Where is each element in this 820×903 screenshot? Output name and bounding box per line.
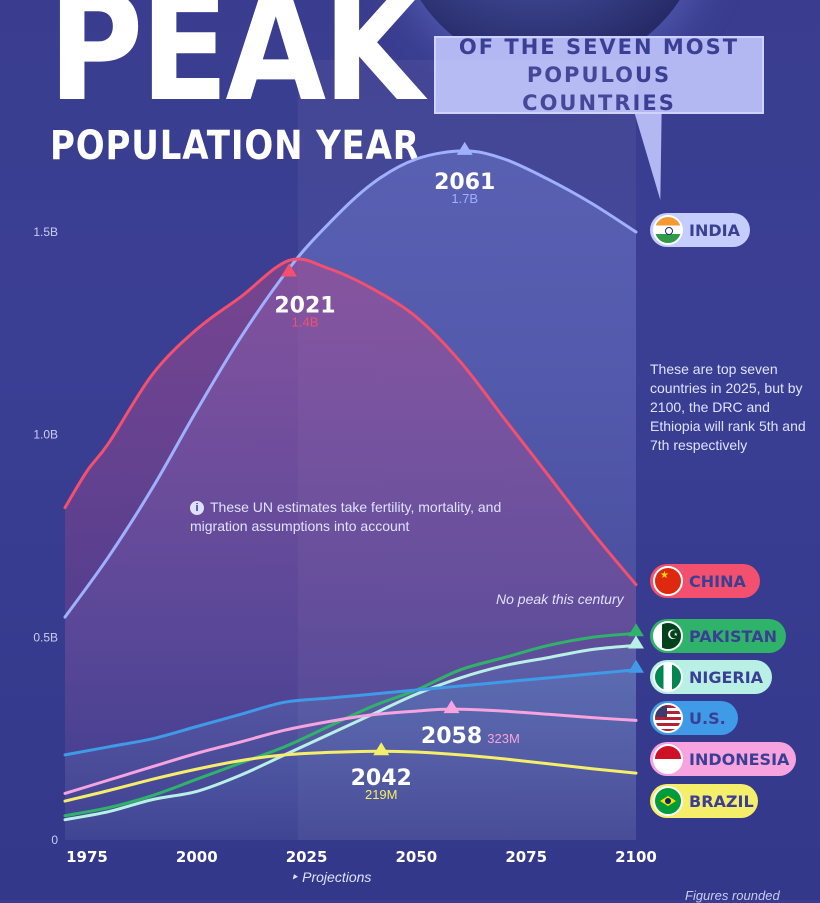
end-marker-us	[628, 659, 644, 673]
legend-label: INDIA	[689, 220, 740, 240]
us-flag-icon	[653, 703, 683, 733]
line-nigeria	[63, 643, 638, 822]
peak-value-label: 219M	[365, 787, 398, 802]
legend-label: CHINA	[689, 571, 746, 591]
x-tick-label: 2075	[505, 848, 547, 866]
x-tick-label: 2050	[396, 848, 438, 866]
line-us	[63, 668, 638, 757]
subtitle-callout: OF THE SEVEN MOST POPULOUS COUNTRIES	[434, 35, 764, 115]
y-axis: 0 0.5B 1.0B 1.5B	[33, 225, 58, 847]
projections-label: ‣ Projections	[290, 869, 372, 885]
peak-marker	[443, 700, 460, 714]
legend-label: INDONESIA	[689, 749, 790, 769]
legend-label: U.S.	[689, 708, 726, 728]
nigeria-flag-icon	[653, 662, 683, 692]
legend-item-pakistan: ☪ PAKISTAN	[650, 619, 786, 653]
series-lines	[63, 149, 644, 822]
page-title: PEAK	[48, 0, 424, 134]
y-tick-label: 1.0B	[33, 428, 58, 442]
x-axis: 1975 2000 2025 2050 2075 2100	[66, 848, 657, 866]
china-flag-icon: ★	[653, 566, 683, 596]
line-china	[63, 257, 638, 587]
line-pakistan	[63, 631, 638, 818]
legend-label: BRAZIL	[689, 791, 754, 811]
end-marker-nigeria	[628, 635, 644, 649]
indonesia-flag-icon	[653, 744, 683, 774]
line-indonesia	[63, 707, 638, 795]
line-brazil	[63, 749, 638, 803]
end-marker-pakistan	[628, 623, 644, 637]
peak-marker	[373, 742, 390, 756]
peak-marker	[456, 141, 473, 155]
india-flag-icon	[653, 215, 683, 245]
info-icon: i	[190, 501, 204, 515]
figures-rounded-note: Figures rounded	[685, 888, 780, 903]
peak-marker	[281, 263, 298, 277]
peak-value-label: 1.7B	[451, 191, 478, 206]
legend-item-china: ★ CHINA	[650, 564, 760, 598]
legend-item-us: U.S.	[650, 701, 738, 735]
pakistan-flag-icon: ☪	[653, 621, 683, 651]
legend-label: NIGERIA	[689, 667, 764, 687]
no-peak-label: No peak this century	[496, 591, 624, 607]
brazil-flag-icon	[653, 786, 683, 816]
area-us	[65, 669, 636, 840]
legend-item-brazil: BRAZIL	[650, 784, 758, 818]
note-top-seven: These are top seven countries in 2025, b…	[650, 361, 806, 453]
x-tick-label: 2025	[286, 848, 328, 866]
note-un-estimates: i These UN estimates take fertility, mort…	[190, 498, 530, 536]
series-areas	[65, 150, 636, 840]
callout-text: OF THE SEVEN MOST POPULOUS COUNTRIES	[458, 35, 740, 115]
page-subtitle: POPULATION YEAR	[50, 123, 420, 169]
legend-item-nigeria: NIGERIA	[650, 660, 772, 694]
legend-item-india: INDIA	[650, 213, 750, 247]
peak-value-label: 1.4B	[292, 315, 319, 330]
x-tick-label: 2000	[176, 848, 218, 866]
peak-value-label: 323M	[487, 731, 520, 746]
legend-label: PAKISTAN	[689, 626, 777, 646]
x-tick-label: 1975	[66, 848, 108, 866]
peak-year-label: 2042	[351, 766, 412, 791]
y-tick-label: 1.5B	[33, 225, 58, 239]
peak-year-label: 2058	[421, 724, 482, 749]
y-tick-label: 0.5B	[33, 630, 58, 644]
note-un-estimates-text: These UN estimates take fertility, morta…	[190, 499, 502, 534]
y-tick-label: 0	[51, 833, 58, 847]
peak-year-label: 2021	[274, 294, 335, 319]
legend-item-indonesia: INDONESIA	[650, 742, 796, 776]
peak-year-label: 2061	[434, 170, 495, 195]
line-india	[63, 149, 638, 619]
x-tick-label: 2100	[615, 848, 657, 866]
